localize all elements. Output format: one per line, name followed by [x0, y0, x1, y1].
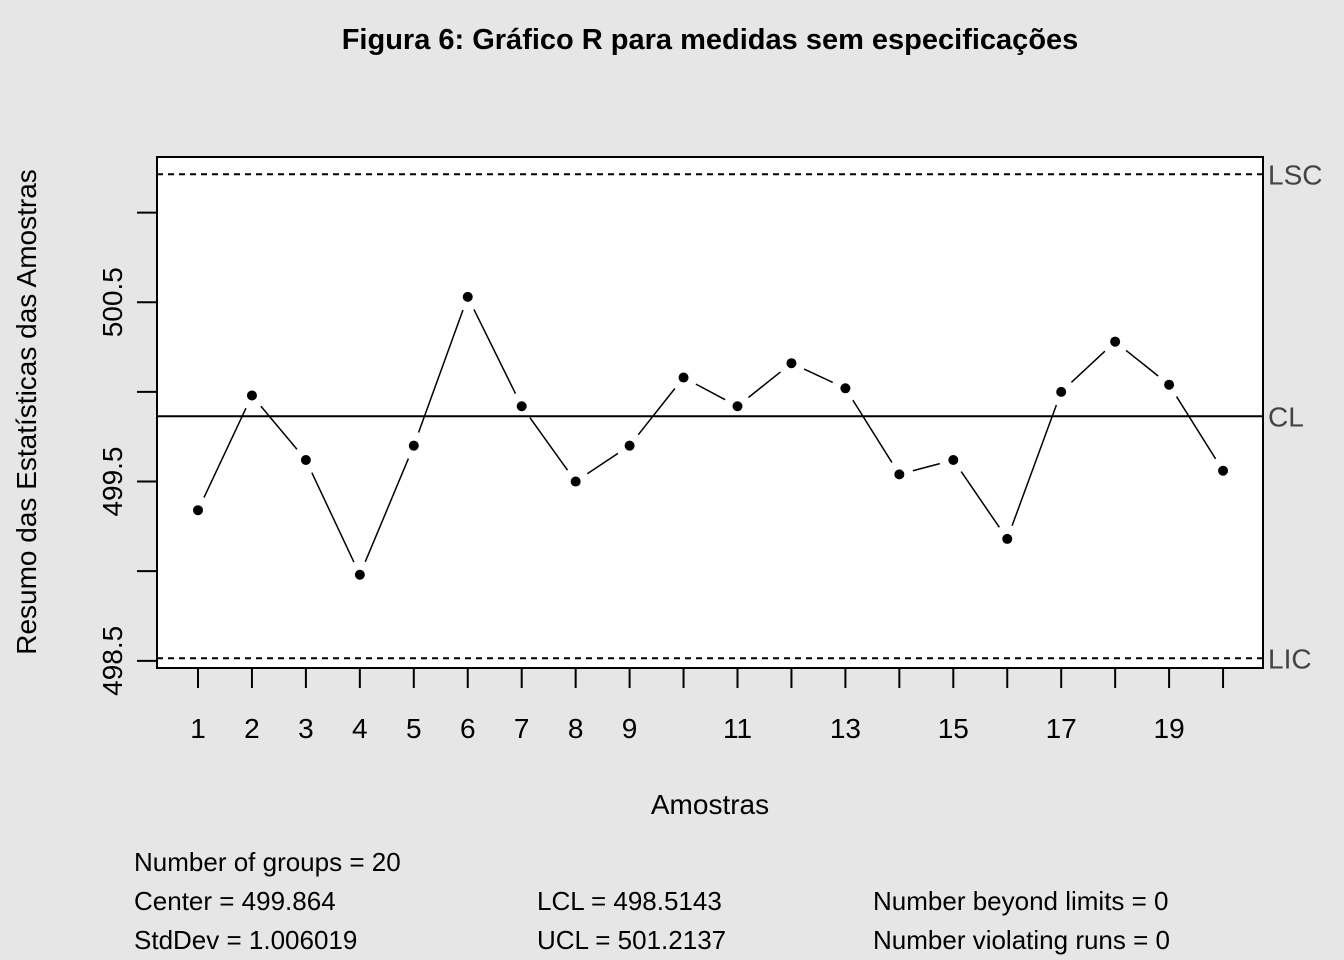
data-point [1056, 386, 1067, 397]
series-segment [1125, 349, 1159, 377]
data-point [1002, 533, 1013, 544]
series-segment [637, 388, 676, 436]
stats-column-2: LCL = 498.5143 UCL = 501.2137 [537, 882, 726, 960]
x-tick-label: 8 [568, 713, 584, 744]
control-limits: LSC CL LIC [157, 159, 1322, 674]
series-segment [586, 452, 619, 475]
series-segment [803, 368, 834, 384]
x-tick-label: 2 [244, 713, 260, 744]
stats-column-1: Number of groups = 20 Center = 499.864 S… [134, 843, 401, 960]
data-point [462, 291, 473, 302]
data-point [840, 383, 851, 394]
x-tick-label: 5 [406, 713, 422, 744]
x-tick-label: 3 [298, 713, 314, 744]
data-point [354, 569, 365, 580]
series-segment [364, 458, 410, 563]
x-tick-label: 1 [190, 713, 206, 744]
plot-area [156, 156, 1264, 669]
data-point [678, 372, 689, 383]
series-segment [912, 462, 940, 472]
data-point [732, 401, 743, 412]
data-point [1164, 379, 1175, 390]
series-segment [960, 471, 1000, 528]
x-tick-label: 17 [1046, 713, 1077, 744]
series-segment [529, 417, 569, 471]
series-segment [852, 399, 893, 463]
stat-ucl: UCL = 501.2137 [537, 925, 727, 955]
stat-center: Center = 499.864 [134, 886, 336, 916]
data-point [300, 455, 311, 466]
series-segment [1011, 404, 1058, 527]
y-tick-label: 499.5 [97, 446, 128, 516]
series-segment [417, 309, 464, 433]
series-segment [203, 407, 247, 498]
data-point [624, 440, 635, 451]
data-point [193, 505, 203, 516]
y-axis-label: Resumo das Estatísticas das Amostras [11, 169, 42, 655]
y-axis: 498.5 499.5 500.5 [97, 211, 157, 696]
data-point [894, 469, 905, 480]
x-tick-label: 13 [830, 713, 861, 744]
stat-beyond-limits: Number beyond limits = 0 [873, 886, 1169, 916]
data-point [408, 440, 419, 451]
x-tick-label: 15 [938, 713, 969, 744]
data-point [570, 476, 581, 487]
series-segment [260, 405, 298, 450]
x-tick-label: 11 [723, 713, 752, 744]
cl-label: CL [1268, 401, 1304, 432]
stat-stddev: StdDev = 1.006019 [134, 925, 358, 955]
series-segment [747, 371, 781, 399]
series-segment [1175, 396, 1217, 460]
x-axis-label: Amostras [651, 789, 769, 820]
x-tick-label: 7 [514, 713, 530, 744]
x-axis: 1 2 3 4 5 6 7 8 9 11 13 15 17 19 [190, 668, 1225, 744]
y-tick-label: 498.5 [97, 626, 128, 696]
lcl-label: LIC [1268, 643, 1312, 674]
stat-violating-runs: Number violating runs = 0 [873, 925, 1170, 955]
data-series [193, 291, 1229, 580]
stats-column-3: Number beyond limits = 0 Number violatin… [873, 882, 1170, 960]
x-tick-label: 6 [460, 713, 476, 744]
x-tick-label: 4 [352, 713, 368, 744]
y-tick-label: 500.5 [97, 267, 128, 337]
data-point [516, 401, 527, 412]
data-point [786, 358, 797, 369]
series-segment [473, 309, 517, 395]
data-point [246, 390, 257, 401]
data-point [948, 455, 959, 466]
series-segment [695, 383, 726, 401]
stat-lcl: LCL = 498.5143 [537, 886, 722, 916]
chart-title: Figura 6: Gráfico R para medidas sem esp… [342, 24, 1079, 56]
series-segment [311, 472, 355, 563]
series-segment [1070, 350, 1106, 383]
data-point [1218, 465, 1229, 476]
ucl-label: LSC [1268, 159, 1322, 190]
stat-groups: Number of groups = 20 [134, 847, 401, 877]
x-tick-label: 9 [622, 713, 638, 744]
x-tick-label: 19 [1154, 713, 1185, 744]
data-point [1110, 336, 1121, 347]
